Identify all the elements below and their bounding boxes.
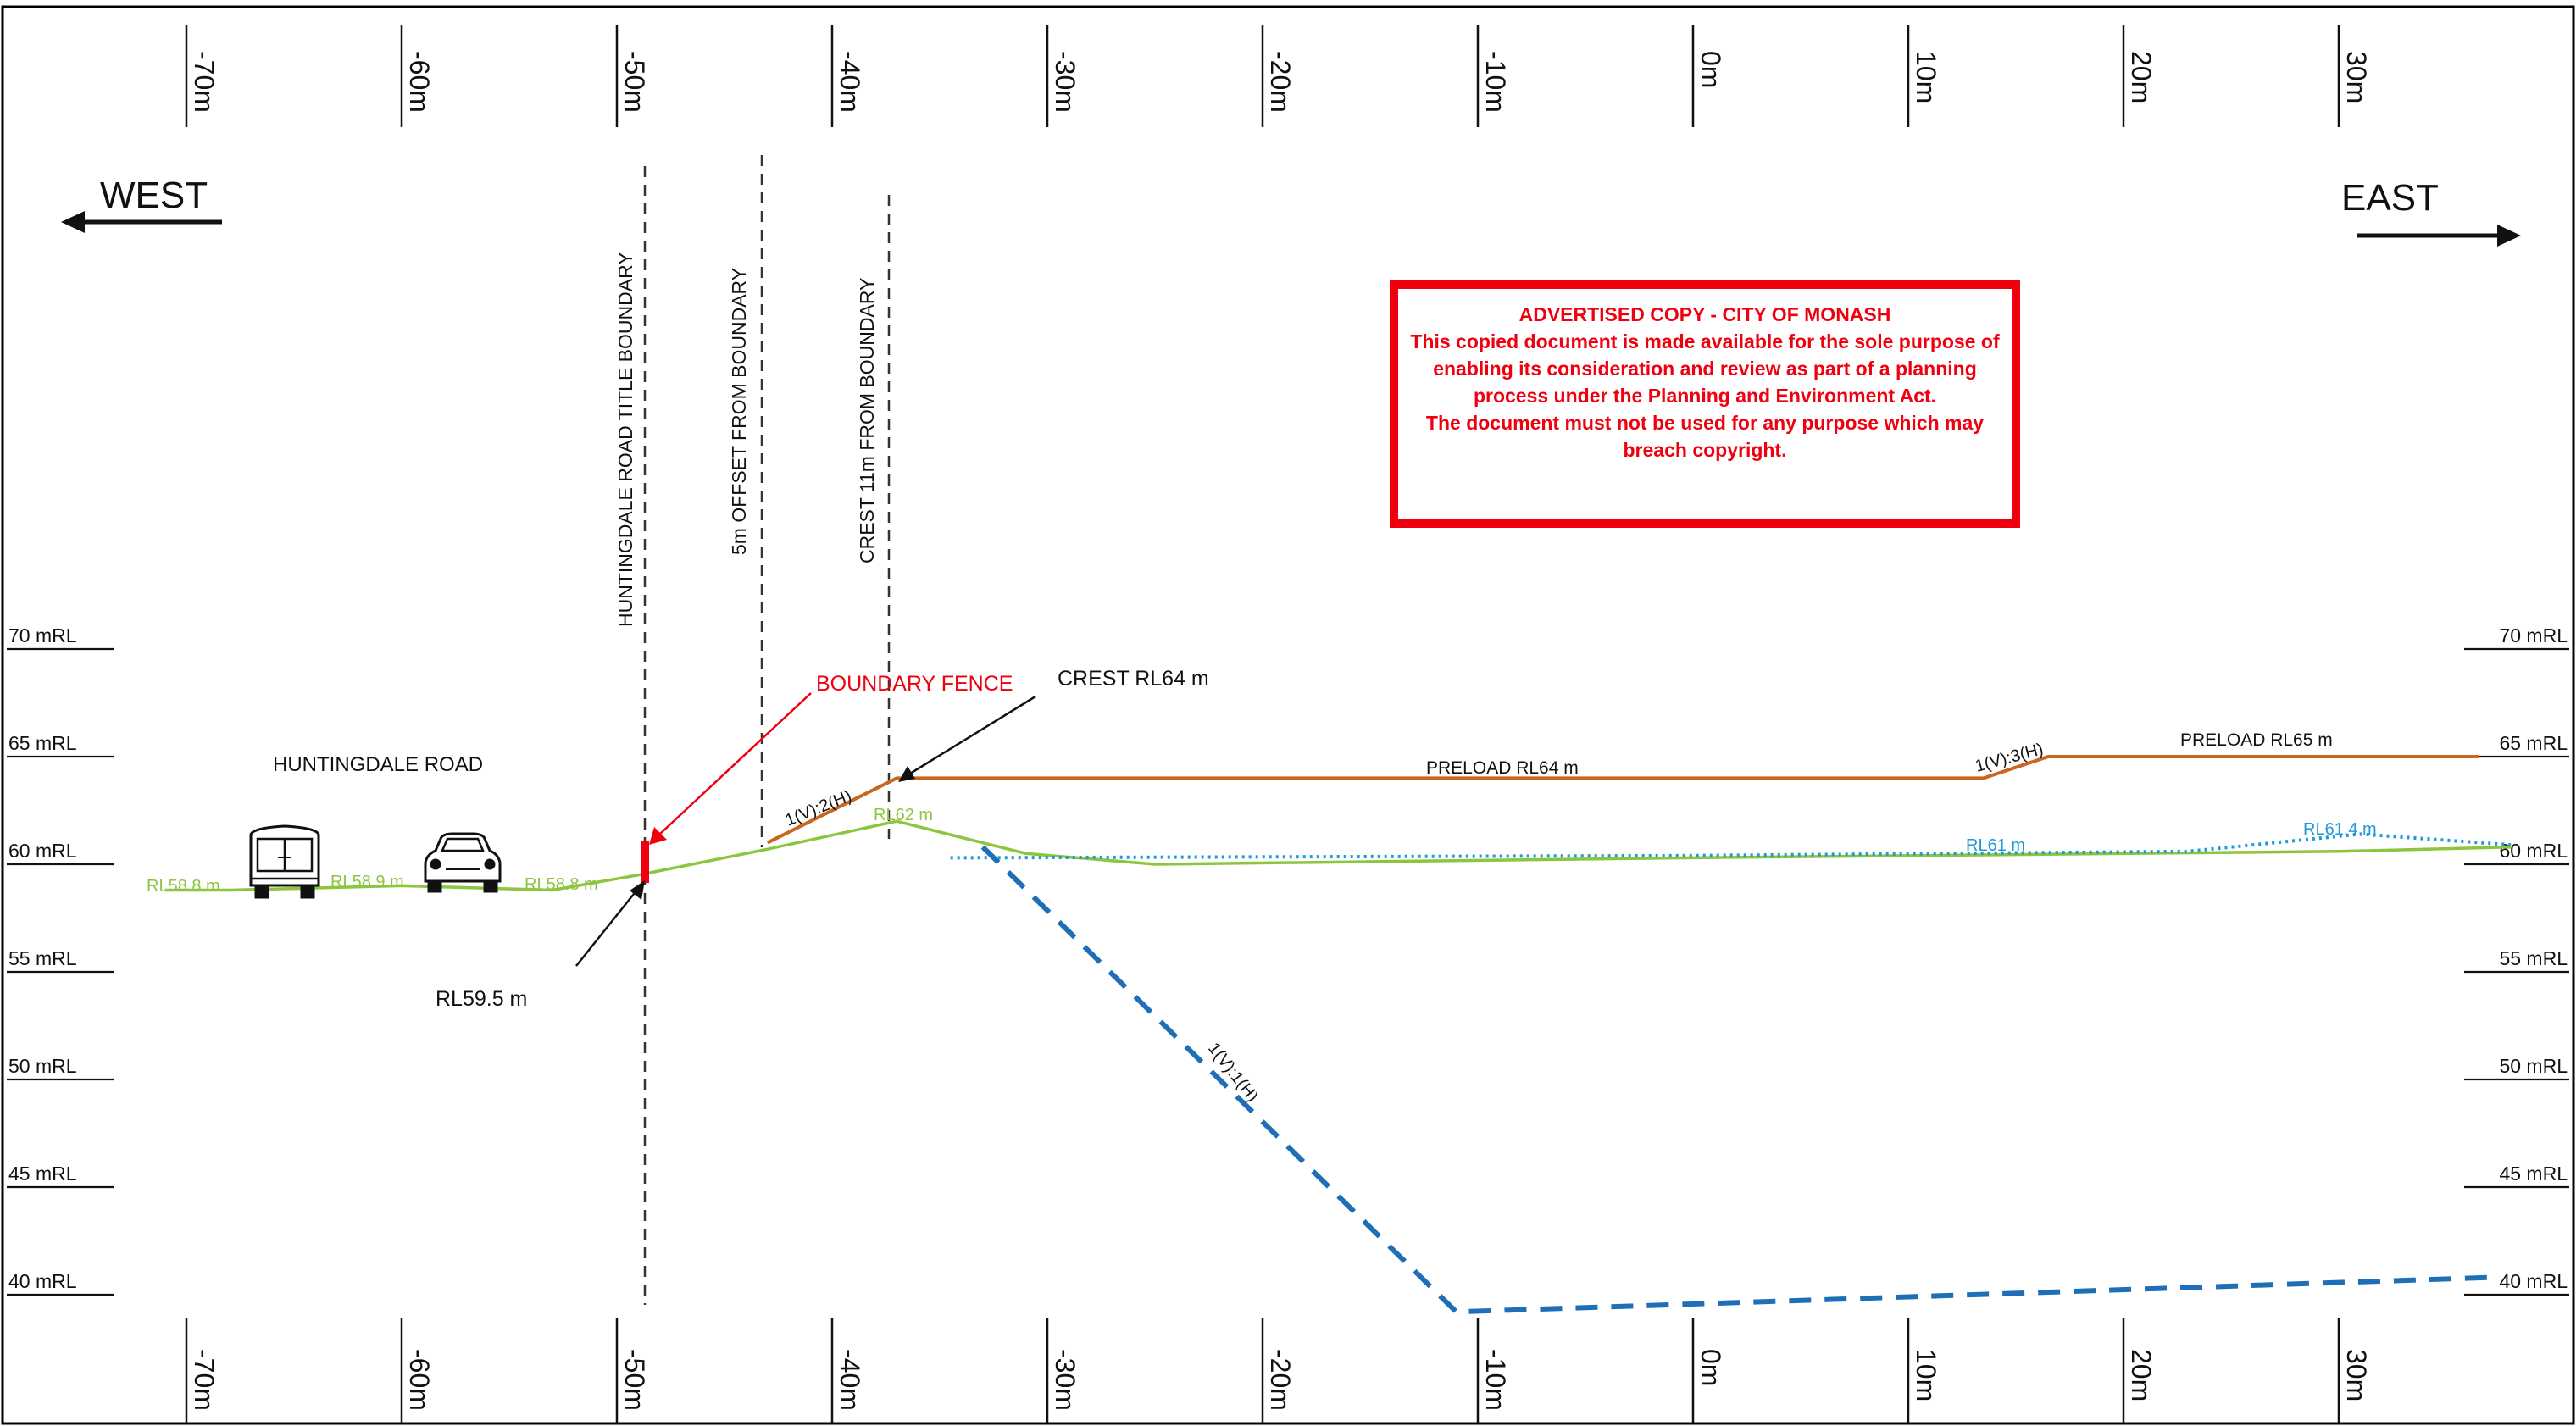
x-axis-bottom: -70m -60m -50m -40m -30m -20m -10m 0m 10m 20m 30m <box>185 1318 2372 1423</box>
notice-title: ADVERTISED COPY - CITY OF MONASH <box>1518 303 1891 325</box>
boundary-fence-arrowhead <box>649 827 667 845</box>
x-tick-label-bottom: -50m <box>619 1349 650 1411</box>
rl589-label: RL58.9 m <box>330 873 404 891</box>
y-level-label-left: 55 mRL <box>8 947 77 969</box>
preload64-label: PRELOAD RL64 m <box>1426 758 1579 778</box>
rl588b-label: RL58.8 m <box>525 875 598 894</box>
offset-boundary-label: 5m OFFSET FROM BOUNDARY <box>728 268 750 555</box>
profile-lines <box>164 755 2512 1315</box>
y-level-label-right: 55 mRL <box>2499 947 2568 969</box>
east-arrow-icon <box>2497 225 2521 247</box>
preload-profile-line <box>766 755 2479 845</box>
x-tick-label-top: -20m <box>1265 51 1296 113</box>
notice-line: This copied document is made available f… <box>1410 330 2000 352</box>
rl595-label: RL59.5 m <box>436 987 527 1011</box>
x-tick-label-top: -30m <box>1050 51 1080 113</box>
west-label: WEST <box>100 175 208 216</box>
y-level-label-right: 60 mRL <box>2499 840 2568 862</box>
elevation-levels: 70 mRL 70 mRL 65 mRL 65 mRL 60 mRL 60 mRL 55 m… <box>7 624 2569 1296</box>
rl614-label: RL61.4 m <box>2303 820 2377 839</box>
notice-line: enabling its consideration and review as… <box>1433 358 1977 380</box>
east-label: EAST <box>2341 177 2439 219</box>
road-label: HUNTINGDALE ROAD <box>273 753 483 776</box>
y-level-label-left: 65 mRL <box>8 732 77 754</box>
x-tick-label-bottom: -20m <box>1265 1349 1296 1411</box>
y-level-label-left: 60 mRL <box>8 840 77 862</box>
y-level-label-left: 70 mRL <box>8 624 77 646</box>
x-tick-label-bottom: 20m <box>2126 1349 2157 1401</box>
x-tick-label-bottom: 0m <box>1696 1349 1726 1386</box>
boundary-fence-label: BOUNDARY FENCE <box>816 672 1013 696</box>
slope12-label: 1(V):2(H) <box>783 786 854 830</box>
x-tick-label-top: -50m <box>619 51 650 113</box>
crest-arrowhead <box>898 766 915 782</box>
boundary-fence-mark <box>641 841 649 883</box>
x-tick-label-bottom: 30m <box>2341 1349 2372 1401</box>
boundary-fence-leader <box>658 692 812 835</box>
crest-leader <box>909 695 1036 775</box>
x-tick-label-top: -10m <box>1480 51 1511 113</box>
advertised-copy-notice: ADVERTISED COPY - CITY OF MONASH This co… <box>1390 280 2020 528</box>
west-indicator: WEST <box>61 175 222 233</box>
y-level-label-right: 65 mRL <box>2499 732 2568 754</box>
west-arrow-icon <box>61 211 85 233</box>
x-tick-label-top: 20m <box>2126 51 2157 103</box>
y-level-label-right: 50 mRL <box>2499 1055 2568 1077</box>
x-tick-label-top: 10m <box>1911 51 1941 103</box>
x-tick-label-top: -70m <box>189 51 219 113</box>
y-level-label-left: 45 mRL <box>8 1162 77 1185</box>
notice-line: The document must not be used for any pu… <box>1425 412 1985 434</box>
x-tick-label-top: -60m <box>404 51 435 113</box>
preload65-label: PRELOAD RL65 m <box>2180 730 2333 750</box>
notice-line: breach copyright. <box>1623 439 1787 461</box>
x-tick-label-top: -40m <box>835 51 865 113</box>
y-level-label-right: 40 mRL <box>2499 1270 2568 1292</box>
y-level-label-left: 50 mRL <box>8 1055 77 1077</box>
rl61-label: RL61 m <box>1966 836 2025 855</box>
east-indicator: EAST <box>2341 177 2521 247</box>
title-boundary-label: HUNTINGDALE ROAD TITLE BOUNDARY <box>614 252 636 627</box>
rl588a-label: RL58.8 m <box>147 877 220 896</box>
drawing-border <box>1 5 2575 1425</box>
water-profile-line <box>950 832 2512 860</box>
y-level-label-right: 70 mRL <box>2499 624 2568 646</box>
x-tick-label-bottom: -60m <box>404 1349 435 1411</box>
boundary-lines: HUNTINGDALE ROAD TITLE BOUNDARY 5m OFFSE… <box>614 155 891 1305</box>
y-level-label-left: 40 mRL <box>8 1270 77 1292</box>
rl595-leader <box>575 889 638 967</box>
car-icon <box>424 832 502 893</box>
excavation-profile-line <box>980 845 2490 1315</box>
crest-label: CREST RL64 m <box>1058 667 1209 691</box>
bus-icon <box>249 824 320 899</box>
x-tick-label-bottom: -70m <box>189 1349 219 1411</box>
x-tick-label-bottom: -30m <box>1050 1349 1080 1411</box>
x-tick-label-bottom: -10m <box>1480 1349 1511 1411</box>
x-tick-label-bottom: 10m <box>1911 1349 1941 1401</box>
rl595-arrowhead <box>630 880 645 900</box>
existing-profile-line <box>164 819 2512 892</box>
x-axis-top: -70m -60m -50m -40m -30m -20m -10m 0m 10m 20m 30m <box>185 25 2372 127</box>
x-tick-label-top: 30m <box>2341 51 2372 103</box>
x-tick-label-top: 0m <box>1696 51 1726 88</box>
y-level-label-right: 45 mRL <box>2499 1162 2568 1185</box>
rl62-label: RL62 m <box>874 806 933 824</box>
crest-boundary-label: CREST 11m FROM BOUNDARY <box>856 278 878 563</box>
notice-line: process under the Planning and Environme… <box>1473 385 1937 407</box>
x-tick-label-bottom: -40m <box>835 1349 865 1411</box>
